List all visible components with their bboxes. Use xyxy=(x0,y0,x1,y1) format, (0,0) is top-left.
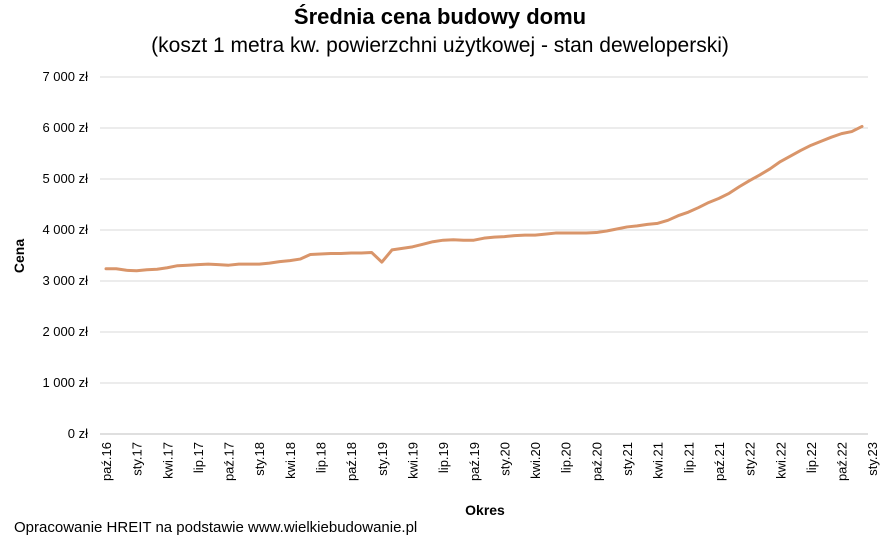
y-axis-ticks: 0 zł 1 000 zł 2 000 zł 3 000 zł 4 000 zł 5 00… xyxy=(42,69,88,441)
x-tick-label: lip.22 xyxy=(804,442,819,473)
y-axis-title: Cena xyxy=(11,239,27,273)
source-note: Opracowanie HREIT na podstawie www.wielk… xyxy=(14,519,418,536)
x-tick-label: kwi.20 xyxy=(528,442,543,479)
x-tick-label: paź.16 xyxy=(99,442,114,481)
x-tick-label: kwi.19 xyxy=(405,442,420,479)
x-tick-label: paź.20 xyxy=(589,442,604,481)
x-tick-label: paź.21 xyxy=(712,442,727,481)
x-tick-label: sty.23 xyxy=(865,442,880,476)
series-line-price xyxy=(104,124,864,273)
x-tick-label: kwi.21 xyxy=(651,442,666,479)
x-axis-ticks: paź.16 sty.17 kwi.17 lip.17 paź.17 sty.18 kwi.… xyxy=(99,442,880,481)
y-tick-label: 1 000 zł xyxy=(42,375,88,390)
x-tick-label: lip.19 xyxy=(436,442,451,473)
x-tick-label: kwi.17 xyxy=(160,442,175,479)
y-tick-label: 7 000 zł xyxy=(42,69,88,84)
chart-subtitle: (koszt 1 metra kw. powierzchni użytkowej… xyxy=(151,34,729,57)
x-tick-label: kwi.18 xyxy=(283,442,298,479)
y-tick-label: 5 000 zł xyxy=(42,171,88,186)
x-tick-label: lip.17 xyxy=(191,442,206,473)
gridlines xyxy=(100,76,868,384)
x-tick-label: paź.17 xyxy=(222,442,237,481)
y-tick-label: 3 000 zł xyxy=(42,273,88,288)
chart-title: Średnia cena budowy domu xyxy=(293,4,587,29)
x-tick-label: lip.18 xyxy=(314,442,329,473)
y-tick-label: 6 000 zł xyxy=(42,120,88,135)
x-tick-label: lip.21 xyxy=(681,442,696,473)
x-tick-label: kwi.22 xyxy=(773,442,788,479)
x-tick-label: paź.18 xyxy=(344,442,359,481)
x-axis-title: Okres xyxy=(465,502,505,518)
y-tick-label: 0 zł xyxy=(68,426,88,441)
x-tick-label: lip.20 xyxy=(559,442,574,473)
x-tick-label: sty.19 xyxy=(375,442,390,476)
x-tick-label: sty.17 xyxy=(130,442,145,476)
x-tick-label: sty.22 xyxy=(743,442,758,476)
y-tick-label: 2 000 zł xyxy=(42,324,88,339)
x-tick-label: paź.22 xyxy=(835,442,850,481)
y-tick-label: 4 000 zł xyxy=(42,222,88,237)
x-tick-label: sty.21 xyxy=(620,442,635,476)
x-tick-label: sty.20 xyxy=(497,442,512,476)
x-tick-label: paź.19 xyxy=(467,442,482,481)
x-tick-label: sty.18 xyxy=(252,442,267,476)
